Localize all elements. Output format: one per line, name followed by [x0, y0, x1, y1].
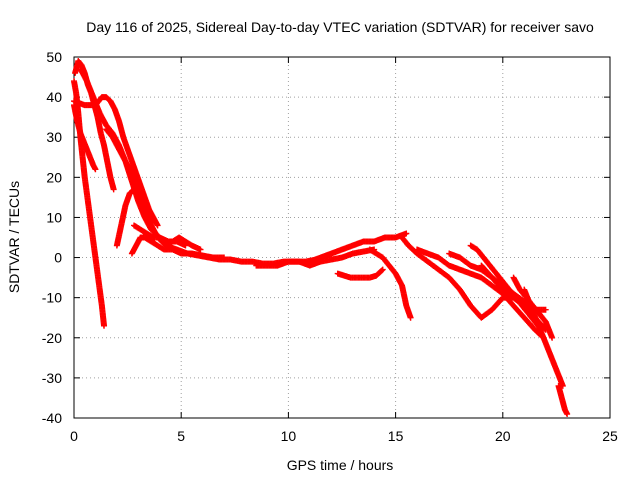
- x-tick-label: 25: [602, 428, 618, 444]
- data-point: [407, 314, 414, 321]
- series-arc-20: [521, 286, 566, 389]
- series-arc-7: [113, 186, 159, 249]
- series-arc-9: [131, 222, 204, 253]
- data-point: [378, 267, 385, 274]
- data-point: [110, 186, 117, 193]
- series-arc-17: [467, 242, 545, 333]
- y-tick-label: 40: [46, 89, 62, 105]
- y-tick-label: 10: [46, 209, 62, 225]
- plot-frame: [73, 56, 611, 419]
- x-tick-label: 15: [388, 428, 404, 444]
- series-arc-15: [414, 246, 547, 341]
- y-axis-label: SDTVAR / TECUs: [6, 181, 22, 293]
- data-point: [154, 222, 161, 229]
- x-tick-label: 5: [177, 428, 185, 444]
- data-point: [542, 306, 549, 313]
- y-tick-label: 20: [46, 169, 62, 185]
- series-arc-11: [306, 230, 410, 265]
- y-tick-label: 50: [46, 49, 62, 65]
- x-axis-ticks: 0 5 10 15 20 25: [70, 57, 618, 444]
- y-tick-label: 30: [46, 129, 62, 145]
- data-point: [101, 322, 108, 329]
- data-point: [403, 230, 410, 237]
- series-arc-12: [334, 266, 386, 281]
- y-axis-ticks: -40 -30 -20 -10 0 10 20 30 40 50: [42, 49, 610, 426]
- data-point: [197, 246, 204, 253]
- data-point: [92, 166, 99, 173]
- data-point: [549, 334, 556, 341]
- data-point: [221, 254, 228, 261]
- y-tick-label: -30: [42, 370, 62, 386]
- y-tick-label: -40: [42, 410, 62, 426]
- x-tick-label: 20: [495, 428, 511, 444]
- series-arc-13: [366, 246, 414, 321]
- series-arc-8: [128, 234, 228, 261]
- x-tick-label: 0: [70, 428, 78, 444]
- y-tick-label: 0: [54, 250, 62, 266]
- chart-title: Day 116 of 2025, Sidereal Day-to-day VTE…: [86, 19, 594, 35]
- x-axis-label: GPS time / hours: [287, 457, 394, 473]
- y-tick-label: -10: [42, 290, 62, 306]
- data-point: [379, 266, 386, 273]
- x-tick-label: 10: [281, 428, 297, 444]
- series-arc-2: [71, 102, 99, 173]
- data-point: [564, 410, 571, 417]
- series-arc-21: [555, 382, 571, 417]
- y-tick-label: -20: [42, 330, 62, 346]
- data-markers: [71, 58, 571, 417]
